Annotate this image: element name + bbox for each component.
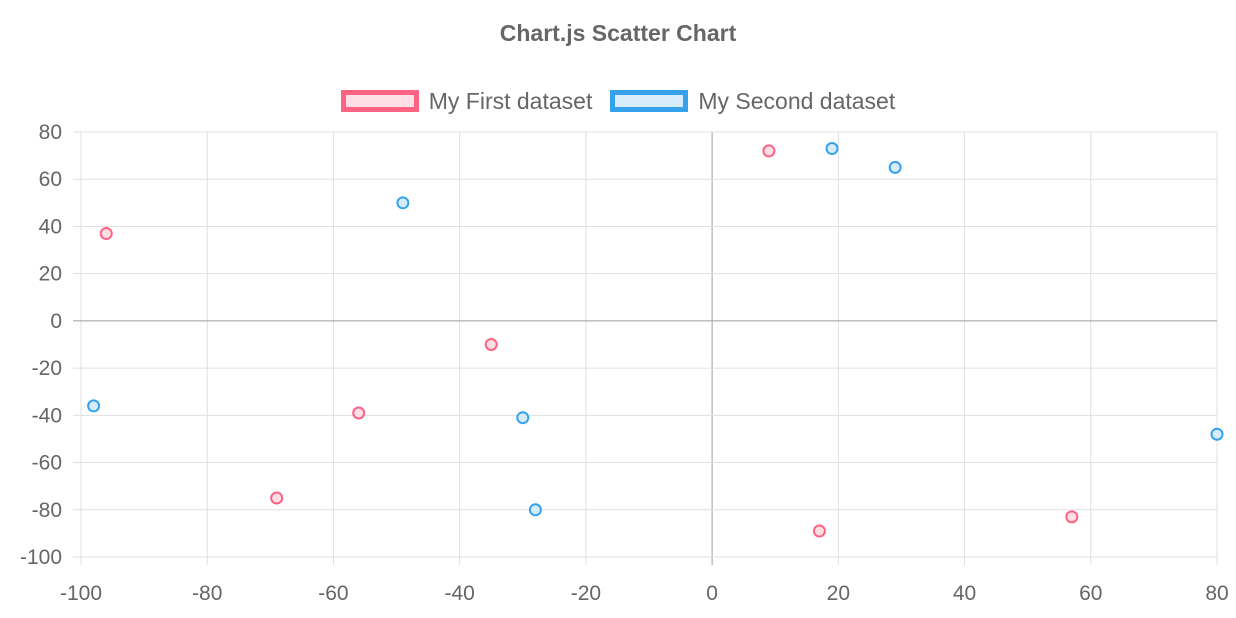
x-tick-label: 60 — [1079, 582, 1102, 605]
point-second-dataset[interactable] — [516, 411, 530, 425]
legend-item-first-dataset[interactable]: My First dataset — [340, 87, 593, 115]
point-second-dataset[interactable] — [87, 399, 101, 413]
y-tick-label: 20 — [39, 263, 62, 286]
legend-label-second-dataset: My Second dataset — [698, 87, 896, 114]
y-tick-label: 80 — [39, 121, 62, 144]
legend: My First dataset My Second dataset — [0, 86, 1236, 116]
x-tick-label: 80 — [1205, 582, 1228, 605]
x-tick-label: 0 — [706, 582, 718, 605]
legend-item-second-dataset[interactable]: My Second dataset — [610, 88, 895, 115]
point-first-dataset[interactable] — [352, 406, 366, 420]
point-first-dataset[interactable] — [762, 144, 776, 158]
x-tick-label: 20 — [827, 582, 850, 605]
point-first-dataset[interactable] — [270, 491, 284, 505]
point-first-dataset[interactable] — [99, 227, 113, 241]
y-tick-label: -100 — [20, 546, 62, 569]
y-tick-label: -80 — [32, 499, 62, 522]
data-points — [87, 142, 1224, 538]
tick-labels: -100 -80 -60 -40 -20 0 20 40 60 80 80 60 40 20 0 -20 -40… — [20, 121, 1229, 605]
legend-swatch-first-dataset — [340, 90, 419, 112]
point-second-dataset[interactable] — [396, 196, 410, 210]
point-second-dataset[interactable] — [1210, 427, 1224, 441]
x-tick-label: -80 — [192, 582, 222, 605]
point-second-dataset[interactable] — [888, 160, 902, 174]
point-first-dataset[interactable] — [484, 338, 498, 351]
legend-swatch-second-dataset — [610, 90, 689, 112]
x-tick-label: -20 — [571, 582, 601, 605]
point-first-dataset[interactable] — [812, 524, 826, 538]
x-tick-label: -40 — [444, 582, 474, 605]
x-tick-label: -60 — [318, 582, 348, 605]
legend-label-first-dataset: My First dataset — [428, 87, 593, 114]
y-tick-label: 0 — [50, 310, 62, 333]
y-tick-label: -20 — [32, 357, 62, 380]
point-second-dataset[interactable] — [825, 142, 839, 156]
chart-title: Chart.js Scatter Chart — [499, 20, 737, 46]
x-tick-label: 40 — [953, 582, 976, 605]
y-tick-label: -40 — [32, 404, 62, 427]
x-tick-label: -100 — [60, 582, 102, 605]
grid — [73, 131, 1218, 565]
point-second-dataset[interactable] — [528, 503, 542, 517]
point-first-dataset[interactable] — [1065, 510, 1079, 524]
y-tick-label: 40 — [39, 215, 62, 238]
y-tick-label: 60 — [39, 168, 62, 191]
y-tick-label: -60 — [32, 452, 62, 475]
